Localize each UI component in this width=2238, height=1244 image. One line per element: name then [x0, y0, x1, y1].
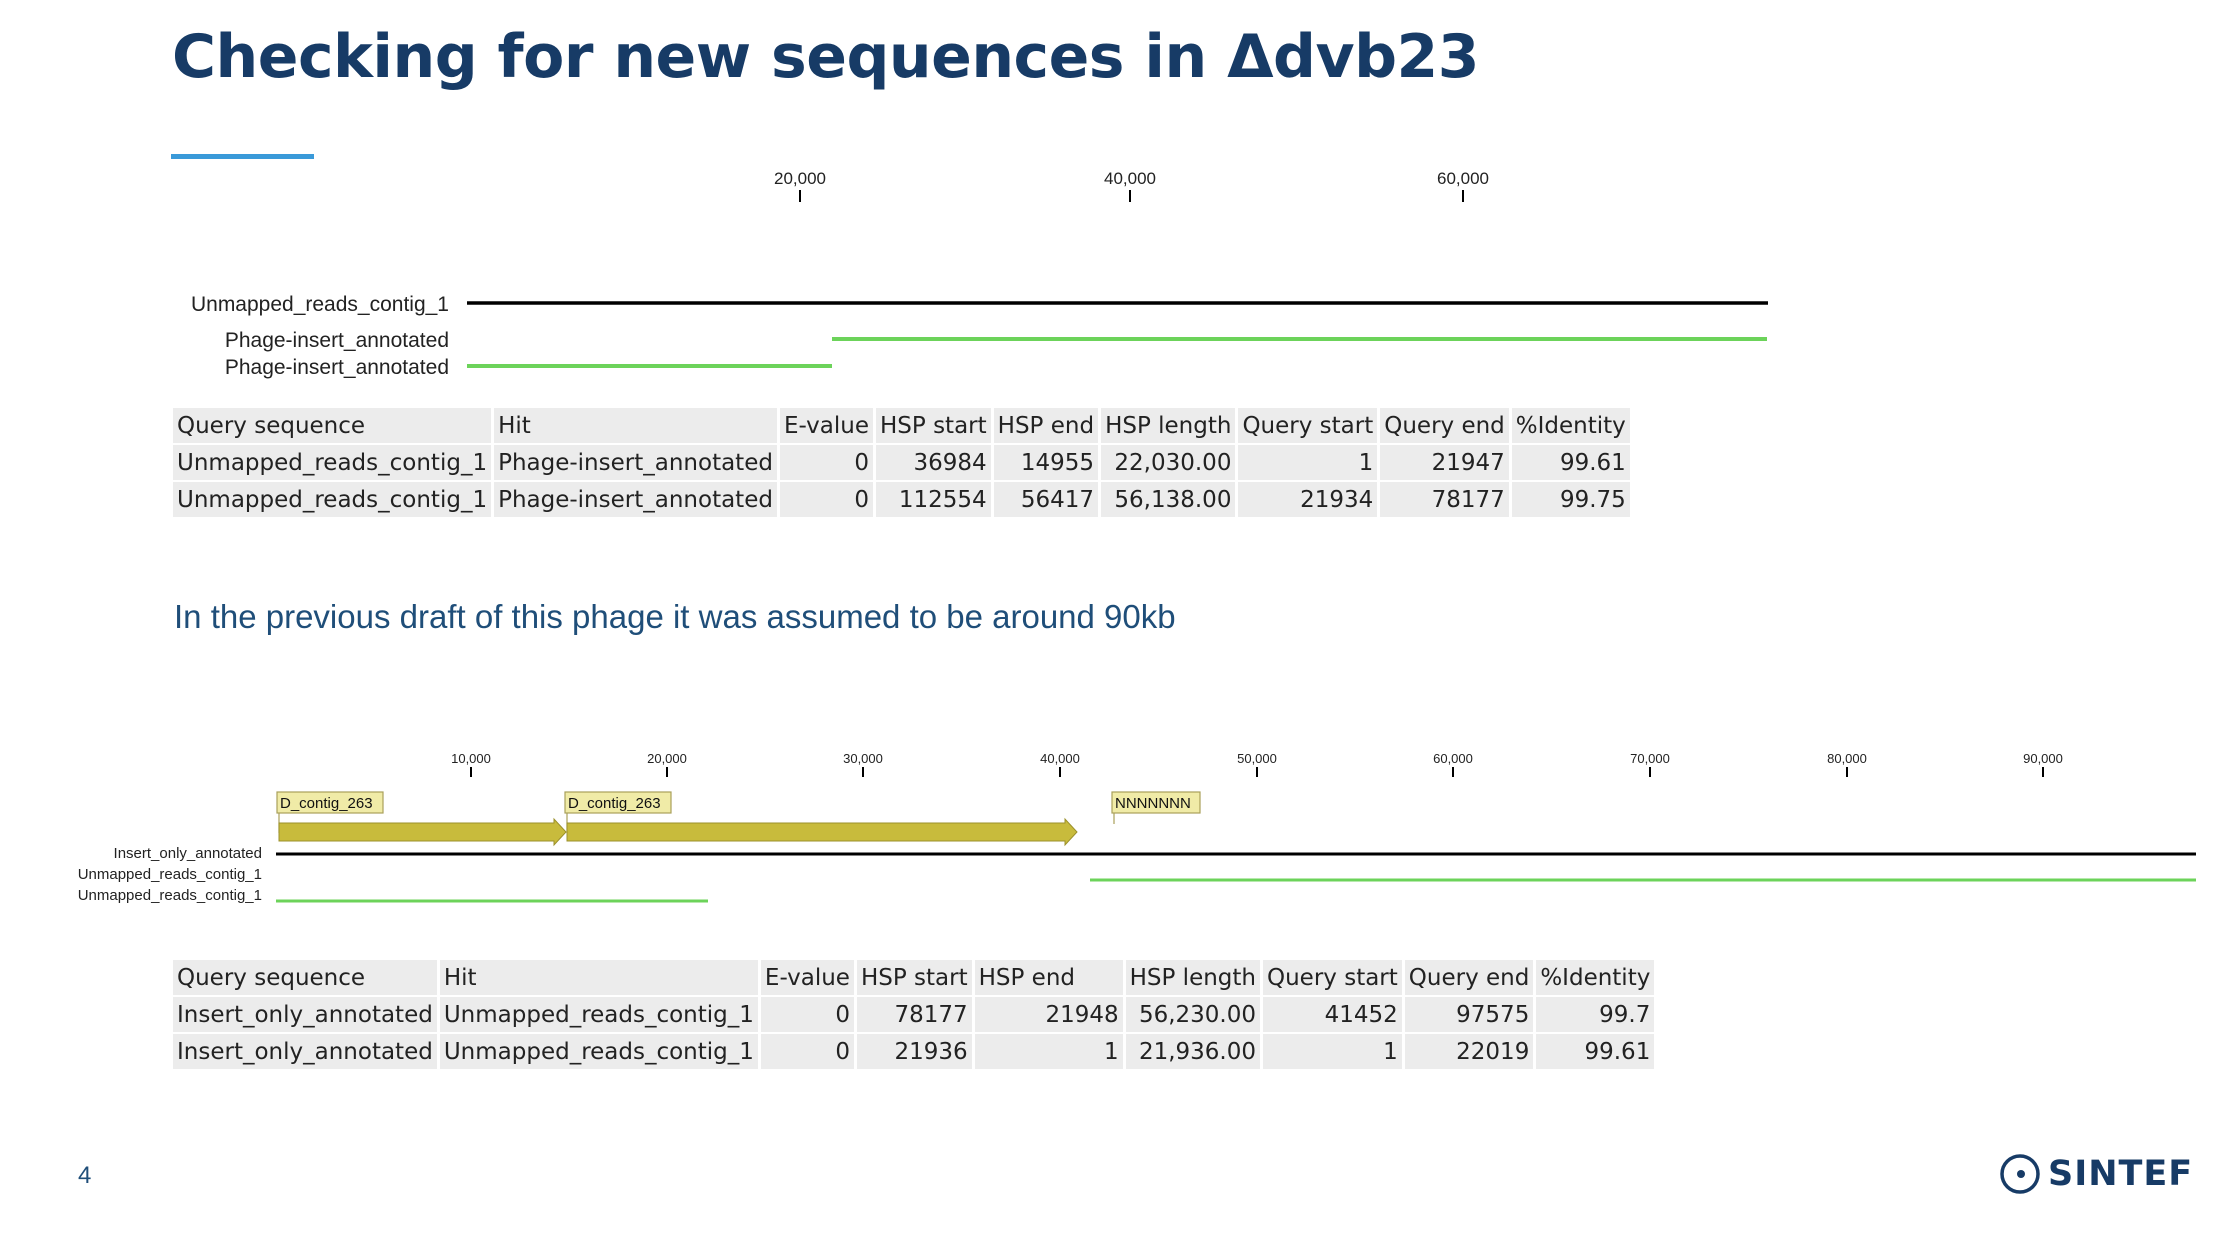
column-header: E-value — [760, 960, 854, 995]
top-ruler-tick-label: 60,000 — [1437, 169, 1489, 188]
sintef-logo: SINTEF — [2000, 1152, 2193, 1196]
bottom-ruler-tick-label: 40,000 — [1040, 751, 1080, 766]
table-cell: 1 — [1238, 445, 1378, 480]
column-header: Query start — [1263, 960, 1402, 995]
table-cell: Insert_only_annotated — [173, 1034, 437, 1069]
table-cell: 56,138.00 — [1101, 482, 1236, 517]
table-row: Unmapped_reads_contig_1 Phage-insert_ann… — [173, 482, 1630, 517]
logo-text: SINTEF — [2048, 1154, 2194, 1194]
table-cell: Unmapped_reads_contig_1 — [439, 1034, 758, 1069]
column-header: HSP end — [993, 408, 1099, 443]
annotation-arrow — [278, 817, 567, 847]
table-cell: 56417 — [993, 482, 1099, 517]
table-cell: 1 — [974, 1034, 1123, 1069]
bottom-ruler: 10,000 20,000 30,000 40,000 50,000 60,00… — [451, 751, 2063, 777]
column-header: Query start — [1238, 408, 1378, 443]
table-cell: 22019 — [1404, 1034, 1534, 1069]
column-header: HSP start — [876, 408, 991, 443]
table-cell: Unmapped_reads_contig_1 — [439, 997, 758, 1032]
bottom-blast-table: Query sequence Hit E-value HSP start HSP… — [170, 958, 1657, 1071]
annotation-d-contig-263-a: D_contig_263 — [276, 791, 567, 847]
table-cell: Insert_only_annotated — [173, 997, 437, 1032]
bottom-ruler-tick-label: 70,000 — [1630, 751, 1670, 766]
column-header: E-value — [779, 408, 873, 443]
column-header: Hit — [439, 960, 758, 995]
bottom-ruler-tick-label: 20,000 — [647, 751, 687, 766]
column-header: %Identity — [1536, 960, 1655, 995]
top-blast-table: Query sequence Hit E-value HSP start HSP… — [170, 406, 1633, 519]
table-cell: 78177 — [1380, 482, 1509, 517]
column-header: HSP end — [974, 960, 1123, 995]
annotation-label: D_contig_263 — [280, 795, 373, 812]
column-header: Query sequence — [173, 408, 492, 443]
table-cell: 97575 — [1404, 997, 1534, 1032]
top-ruler-tick-label: 40,000 — [1104, 169, 1156, 188]
bottom-alignment-diagram: 10,000 20,000 30,000 40,000 50,000 60,00… — [78, 751, 2196, 904]
column-header: Query end — [1404, 960, 1534, 995]
bottom-track-label-query: Insert_only_annotated — [114, 845, 262, 862]
table-cell: 22,030.00 — [1101, 445, 1236, 480]
bottom-ruler-tick-label: 50,000 — [1237, 751, 1277, 766]
table-cell: 21,936.00 — [1125, 1034, 1260, 1069]
table-cell: 99.61 — [1511, 445, 1630, 480]
table-header-row: Query sequence Hit E-value HSP start HSP… — [173, 408, 1630, 443]
table-header-row: Query sequence Hit E-value HSP start HSP… — [173, 960, 1655, 995]
top-ruler-tick-label: 20,000 — [774, 169, 826, 188]
table-cell: 99.75 — [1511, 482, 1630, 517]
sintef-logo-icon — [2000, 1154, 2040, 1194]
table-cell: 41452 — [1263, 997, 1402, 1032]
bottom-ruler-tick-label: 90,000 — [2023, 751, 2063, 766]
table-cell: 21936 — [856, 1034, 972, 1069]
bottom-ruler-tick-label: 60,000 — [1433, 751, 1473, 766]
table-cell: 99.7 — [1536, 997, 1655, 1032]
top-track-label-hit-1: Phage-insert_annotated — [225, 329, 449, 352]
annotation-nnnnnnn: NNNNNNN — [1111, 791, 1201, 824]
bottom-ruler-tick-label: 10,000 — [451, 751, 491, 766]
title-accent-rule — [171, 154, 314, 159]
bottom-track-label-hit-1: Unmapped_reads_contig_1 — [78, 866, 262, 883]
table-cell: 0 — [760, 997, 854, 1032]
column-header: Query end — [1380, 408, 1509, 443]
column-header: HSP length — [1125, 960, 1260, 995]
slide-title: Checking for new sequences in Δdvb23 — [172, 22, 1480, 92]
table-cell: 36984 — [876, 445, 991, 480]
annotation-d-contig-263-b: D_contig_263 — [564, 791, 1078, 847]
column-header: Hit — [494, 408, 777, 443]
page-number: 4 — [78, 1162, 92, 1189]
table-cell: 78177 — [856, 997, 972, 1032]
top-alignment-diagram: 20,000 40,000 60,000 Unmapped_reads_cont… — [191, 169, 1768, 379]
table-cell: 21948 — [974, 997, 1123, 1032]
annotation-label: NNNNNNN — [1115, 795, 1191, 812]
top-ruler: 20,000 40,000 60,000 — [774, 169, 1489, 202]
column-header: HSP length — [1101, 408, 1236, 443]
table-cell: Unmapped_reads_contig_1 — [173, 445, 492, 480]
bottom-ruler-tick-label: 30,000 — [843, 751, 883, 766]
table-row: Unmapped_reads_contig_1 Phage-insert_ann… — [173, 445, 1630, 480]
table-cell: 0 — [779, 445, 873, 480]
top-track-label-query: Unmapped_reads_contig_1 — [191, 293, 449, 316]
column-header: HSP start — [856, 960, 972, 995]
bottom-ruler-tick-label: 80,000 — [1827, 751, 1867, 766]
table-cell: Unmapped_reads_contig_1 — [173, 482, 492, 517]
table-row: Insert_only_annotated Unmapped_reads_con… — [173, 1034, 1655, 1069]
table-cell: 14955 — [993, 445, 1099, 480]
table-row: Insert_only_annotated Unmapped_reads_con… — [173, 997, 1655, 1032]
slide-subtitle: In the previous draft of this phage it w… — [174, 598, 1176, 635]
table-cell: 21934 — [1238, 482, 1378, 517]
bottom-track-label-hit-2: Unmapped_reads_contig_1 — [78, 887, 262, 904]
annotation-arrow — [566, 817, 1078, 847]
table-cell: 1 — [1263, 1034, 1402, 1069]
table-cell: 21947 — [1380, 445, 1509, 480]
table-cell: Phage-insert_annotated — [494, 445, 777, 480]
table-cell: 0 — [779, 482, 873, 517]
annotation-label: D_contig_263 — [568, 795, 661, 812]
table-cell: 0 — [760, 1034, 854, 1069]
table-cell: Phage-insert_annotated — [494, 482, 777, 517]
table-cell: 112554 — [876, 482, 991, 517]
column-header: Query sequence — [173, 960, 437, 995]
table-cell: 99.61 — [1536, 1034, 1655, 1069]
table-cell: 56,230.00 — [1125, 997, 1260, 1032]
column-header: %Identity — [1511, 408, 1630, 443]
top-track-label-hit-2: Phage-insert_annotated — [225, 356, 449, 379]
